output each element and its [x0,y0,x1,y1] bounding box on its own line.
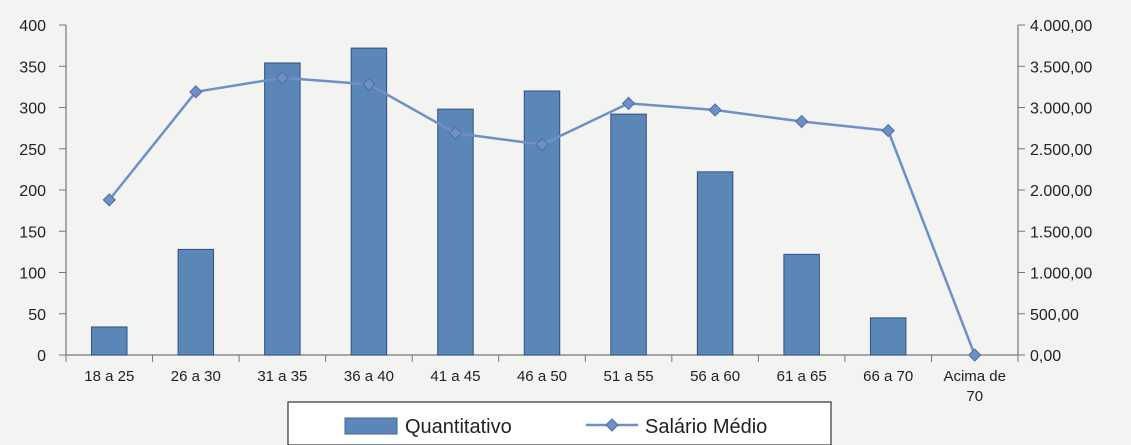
point-salario-medio [448,126,463,140]
bar-quantitativo [177,248,215,356]
point-salario-medio [708,103,722,117]
bar-quantitativo [869,317,907,356]
left-axis-tick-label: 0 [37,348,46,365]
x-axis-category-label: 18 a 25 [84,368,134,385]
bar-quantitativo [523,90,561,356]
line-series-salario-medio [102,71,982,362]
left-axis-tick-label: 100 [19,266,46,283]
x-axis-category-label: 66 a 70 [863,368,913,385]
point-salario-medio [275,71,290,85]
left-axis-tick-label: 300 [19,101,46,118]
right-axis-tick-label: 3.000,00 [1030,101,1092,118]
x-axis-category-label: 61 a 65 [777,368,827,385]
point-salario-medio [102,193,116,207]
x-axis-category-label: 51 a 55 [604,368,654,385]
legend-bar-swatch [344,417,398,435]
point-salario-medio [794,114,809,129]
x-axis-category-label: 41 a 45 [430,368,480,385]
x-axis-category-label: 31 a 35 [257,368,307,385]
x-axis-labels: 18 a 25 26 a 30 31 a 35 36 a 40 41 a 45 46 a … [84,368,1006,405]
x-axis-category-label: 26 a 30 [171,368,221,385]
point-salario-medio [881,123,895,138]
right-axis-tick-label: 1.000,00 [1030,266,1092,283]
left-axis-tick-label: 400 [19,18,46,35]
right-axis-tick-label: 4.000,00 [1030,18,1092,35]
bar-quantitativo [264,62,301,356]
point-salario-medio [968,348,982,362]
point-salario-medio [535,137,549,152]
bar-quantitativo [610,113,647,356]
x-axis-category-label: 56 a 60 [690,368,740,385]
point-salario-medio [362,77,376,92]
bar-quantitativo [783,253,820,356]
axes-group: 0 50 100 150 200 250 300 350 400 0,00 500,00 1.000,… [19,18,1092,365]
left-axis-tick-label: 200 [19,183,46,200]
bar-quantitativo [696,171,734,356]
bar-quantitativo [91,326,128,356]
point-salario-medio [621,96,636,111]
right-axis-tick-label: 2.000,00 [1030,183,1092,200]
x-axis-category-label: 70 [966,388,983,405]
right-axis-tick-label: 1.500,00 [1030,224,1092,241]
left-axis-tick-label: 150 [19,224,46,241]
bar-quantitativo [437,108,474,356]
right-axis-tick-label: 500,00 [1030,307,1079,324]
right-axis-tick-label: 3.500,00 [1030,59,1092,76]
legend-line-marker [605,418,619,432]
bar-quantitativo [350,47,388,356]
x-axis-category-label: 36 a 40 [344,368,394,385]
left-axis-tick-label: 50 [28,307,46,324]
right-axis-tick-label: 0,00 [1030,348,1061,365]
right-axis-tick-label: 2.500,00 [1030,142,1092,159]
x-axis-category-label: 46 a 50 [517,368,567,385]
point-salario-medio [189,85,203,99]
legend-label-salario-medio: Salário Médio [645,416,767,438]
left-axis-tick-label: 350 [19,59,46,76]
bar-series-quantitativo [91,47,907,356]
left-axis-tick-label: 250 [19,142,46,159]
legend: Quantitativo Salário Médio [287,401,832,445]
legend-label-quantitativo: Quantitativo [405,416,512,438]
x-axis-category-label: Acima de [943,368,1006,385]
